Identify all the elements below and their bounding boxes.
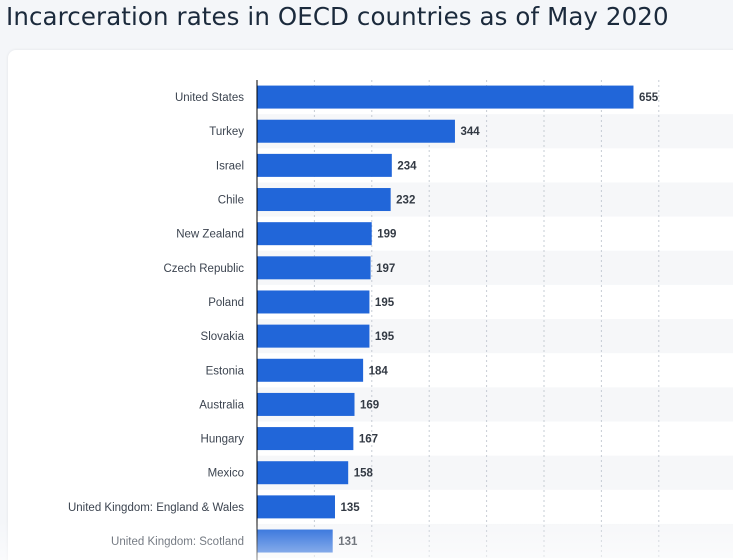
bars (257, 85, 634, 553)
bar-hungary[interactable] (257, 427, 354, 451)
value-label-new-zealand: 199 (377, 229, 396, 241)
category-label-mexico: Mexico (208, 468, 244, 480)
category-label-estonia: Estonia (206, 365, 245, 377)
value-label-mexico: 158 (354, 468, 374, 480)
value-label-czech-republic: 197 (376, 263, 395, 275)
page-title: Incarceration rates in OECD countries as… (6, 2, 669, 31)
value-label-poland: 195 (375, 297, 395, 309)
value-label-australia: 169 (360, 399, 379, 411)
value-label-israel: 234 (397, 160, 417, 172)
value-label-estonia: 184 (369, 365, 389, 377)
bar-poland[interactable] (257, 290, 370, 314)
value-label-hungary: 167 (359, 434, 378, 446)
category-label-slovakia: Slovakia (201, 331, 245, 343)
bar-mexico[interactable] (257, 461, 349, 485)
category-label-poland: Poland (208, 297, 244, 309)
bar-australia[interactable] (257, 392, 355, 416)
category-labels: United States Turkey Israel Chile New Zealan… (68, 92, 245, 548)
value-labels: 655 344 234 232 199 197 195 195 184 169 167 158 135 1… (338, 92, 659, 548)
category-label-hungary: Hungary (201, 434, 245, 446)
value-label-slovakia: 195 (375, 331, 395, 343)
category-label-new-zealand: New Zealand (176, 229, 244, 241)
bar-israel[interactable] (257, 153, 392, 177)
category-label-czech-republic: Czech Republic (163, 263, 244, 275)
bar-slovakia[interactable] (257, 324, 370, 348)
category-label-australia: Australia (199, 399, 244, 411)
category-label-chile: Chile (218, 195, 244, 207)
value-label-united-kingdom-england-wales: 135 (340, 502, 360, 514)
bar-chile[interactable] (257, 188, 391, 212)
bar-united-kingdom-scotland[interactable] (257, 529, 333, 553)
bar-czech-republic[interactable] (257, 256, 371, 280)
bar-turkey[interactable] (257, 119, 455, 143)
value-label-united-kingdom-scotland: 131 (338, 536, 358, 548)
category-label-united-states: United States (175, 92, 244, 104)
value-label-united-states: 655 (639, 92, 659, 104)
bar-united-states[interactable] (257, 85, 634, 109)
category-label-united-kingdom-scotland: United Kingdom: Scotland (111, 536, 244, 548)
category-label-united-kingdom-england-wales: United Kingdom: England & Wales (68, 502, 244, 514)
value-label-turkey: 344 (460, 126, 480, 138)
category-label-israel: Israel (216, 160, 244, 172)
bar-new-zealand[interactable] (257, 222, 372, 246)
value-label-chile: 232 (396, 195, 415, 207)
bar-estonia[interactable] (257, 358, 364, 382)
category-label-turkey: Turkey (209, 126, 244, 138)
bar-united-kingdom-england-wales[interactable] (257, 495, 335, 519)
